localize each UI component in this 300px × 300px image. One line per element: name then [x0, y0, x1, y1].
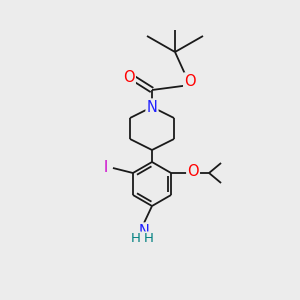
Text: H: H — [131, 232, 141, 245]
Text: N: N — [147, 100, 158, 115]
Text: I: I — [104, 160, 108, 175]
Text: O: O — [123, 70, 135, 86]
Text: H: H — [144, 232, 154, 245]
Text: O: O — [187, 164, 199, 178]
Text: N: N — [139, 224, 149, 238]
Text: O: O — [184, 74, 196, 88]
